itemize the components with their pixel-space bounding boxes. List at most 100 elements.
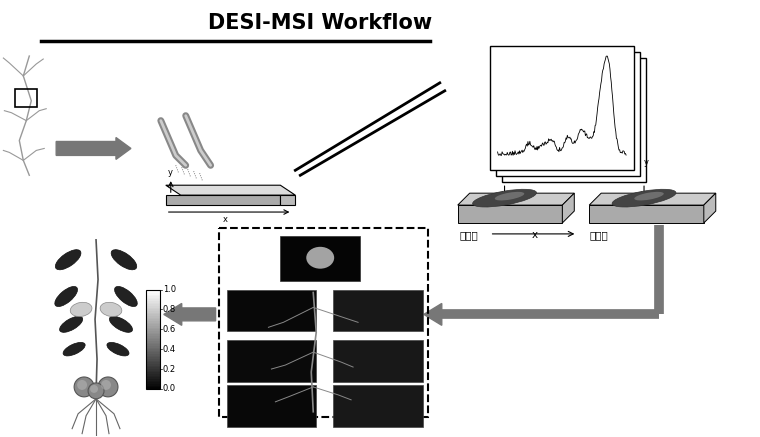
Bar bbox=[146, 290, 160, 292]
Bar bbox=[146, 324, 160, 326]
Bar bbox=[280, 236, 360, 281]
Bar bbox=[146, 351, 160, 353]
Text: 0.8: 0.8 bbox=[163, 305, 176, 314]
Circle shape bbox=[77, 380, 87, 390]
Bar bbox=[146, 334, 160, 336]
Bar bbox=[146, 361, 160, 363]
Bar bbox=[146, 353, 160, 355]
Bar bbox=[333, 385, 423, 427]
Bar bbox=[146, 359, 160, 361]
Text: 代谢物: 代谢物 bbox=[589, 230, 608, 240]
Ellipse shape bbox=[111, 250, 137, 270]
Bar bbox=[146, 369, 160, 371]
Bar bbox=[226, 340, 316, 382]
Bar bbox=[146, 319, 160, 322]
Bar bbox=[333, 290, 423, 331]
Bar bbox=[146, 311, 160, 313]
Bar bbox=[146, 308, 160, 310]
Ellipse shape bbox=[612, 189, 676, 207]
Circle shape bbox=[101, 380, 111, 390]
Ellipse shape bbox=[635, 192, 663, 201]
Polygon shape bbox=[589, 193, 716, 205]
Bar bbox=[146, 323, 160, 325]
Text: DESI-MSI Workflow: DESI-MSI Workflow bbox=[208, 13, 432, 33]
Bar bbox=[146, 357, 160, 360]
Ellipse shape bbox=[109, 316, 132, 332]
FancyArrow shape bbox=[164, 303, 216, 325]
Bar bbox=[496, 52, 640, 176]
Bar bbox=[146, 349, 160, 351]
Bar bbox=[146, 298, 160, 300]
Ellipse shape bbox=[55, 287, 78, 306]
Bar bbox=[146, 381, 160, 383]
Bar bbox=[146, 291, 160, 293]
Bar bbox=[146, 346, 160, 348]
Ellipse shape bbox=[495, 192, 524, 201]
Bar bbox=[146, 366, 160, 368]
Bar bbox=[146, 377, 160, 379]
Circle shape bbox=[90, 385, 98, 393]
Text: 0.4: 0.4 bbox=[163, 345, 176, 354]
FancyArrow shape bbox=[424, 303, 442, 325]
Ellipse shape bbox=[115, 287, 138, 306]
Circle shape bbox=[88, 383, 104, 399]
Bar bbox=[146, 343, 160, 345]
Bar bbox=[333, 340, 423, 382]
Bar bbox=[146, 326, 160, 328]
Bar bbox=[146, 344, 160, 347]
Ellipse shape bbox=[100, 302, 122, 316]
Bar bbox=[146, 337, 160, 340]
Bar bbox=[146, 329, 160, 331]
Bar bbox=[146, 368, 160, 370]
Bar bbox=[226, 290, 316, 331]
Ellipse shape bbox=[63, 343, 85, 356]
Bar bbox=[219, 228, 428, 417]
Bar bbox=[146, 339, 160, 341]
Bar bbox=[146, 384, 160, 386]
Bar bbox=[146, 305, 160, 307]
Bar bbox=[146, 333, 160, 335]
Bar bbox=[146, 356, 160, 358]
Polygon shape bbox=[166, 195, 280, 205]
Bar bbox=[146, 374, 160, 376]
Circle shape bbox=[74, 377, 94, 397]
Bar bbox=[146, 354, 160, 356]
Text: y: y bbox=[644, 158, 649, 167]
Bar bbox=[15, 89, 37, 107]
Ellipse shape bbox=[55, 250, 81, 270]
Ellipse shape bbox=[107, 343, 129, 356]
Bar bbox=[146, 347, 160, 350]
FancyArrow shape bbox=[56, 138, 131, 160]
Text: 0.0: 0.0 bbox=[163, 385, 176, 393]
Bar bbox=[146, 296, 160, 298]
Bar bbox=[146, 293, 160, 295]
Polygon shape bbox=[704, 193, 716, 223]
Bar bbox=[146, 382, 160, 385]
Bar bbox=[502, 58, 646, 182]
Bar bbox=[146, 387, 160, 389]
Bar bbox=[146, 295, 160, 297]
Bar bbox=[146, 371, 160, 373]
Bar bbox=[146, 331, 160, 333]
Bar bbox=[146, 309, 160, 312]
Polygon shape bbox=[458, 193, 575, 205]
Bar bbox=[146, 316, 160, 318]
Text: x: x bbox=[223, 215, 228, 224]
Circle shape bbox=[98, 377, 118, 397]
Bar bbox=[146, 372, 160, 375]
Polygon shape bbox=[589, 205, 704, 223]
Bar bbox=[146, 362, 160, 364]
Bar bbox=[146, 306, 160, 308]
Bar bbox=[146, 341, 160, 343]
Bar bbox=[146, 328, 160, 330]
Bar bbox=[146, 299, 160, 302]
Bar bbox=[146, 303, 160, 305]
Bar bbox=[146, 313, 160, 315]
Text: 0.2: 0.2 bbox=[163, 364, 176, 374]
Bar bbox=[146, 314, 160, 316]
Ellipse shape bbox=[59, 316, 83, 332]
Text: 主成分: 主成分 bbox=[460, 230, 479, 240]
Polygon shape bbox=[458, 205, 562, 223]
Polygon shape bbox=[166, 185, 296, 195]
Bar bbox=[146, 290, 160, 389]
